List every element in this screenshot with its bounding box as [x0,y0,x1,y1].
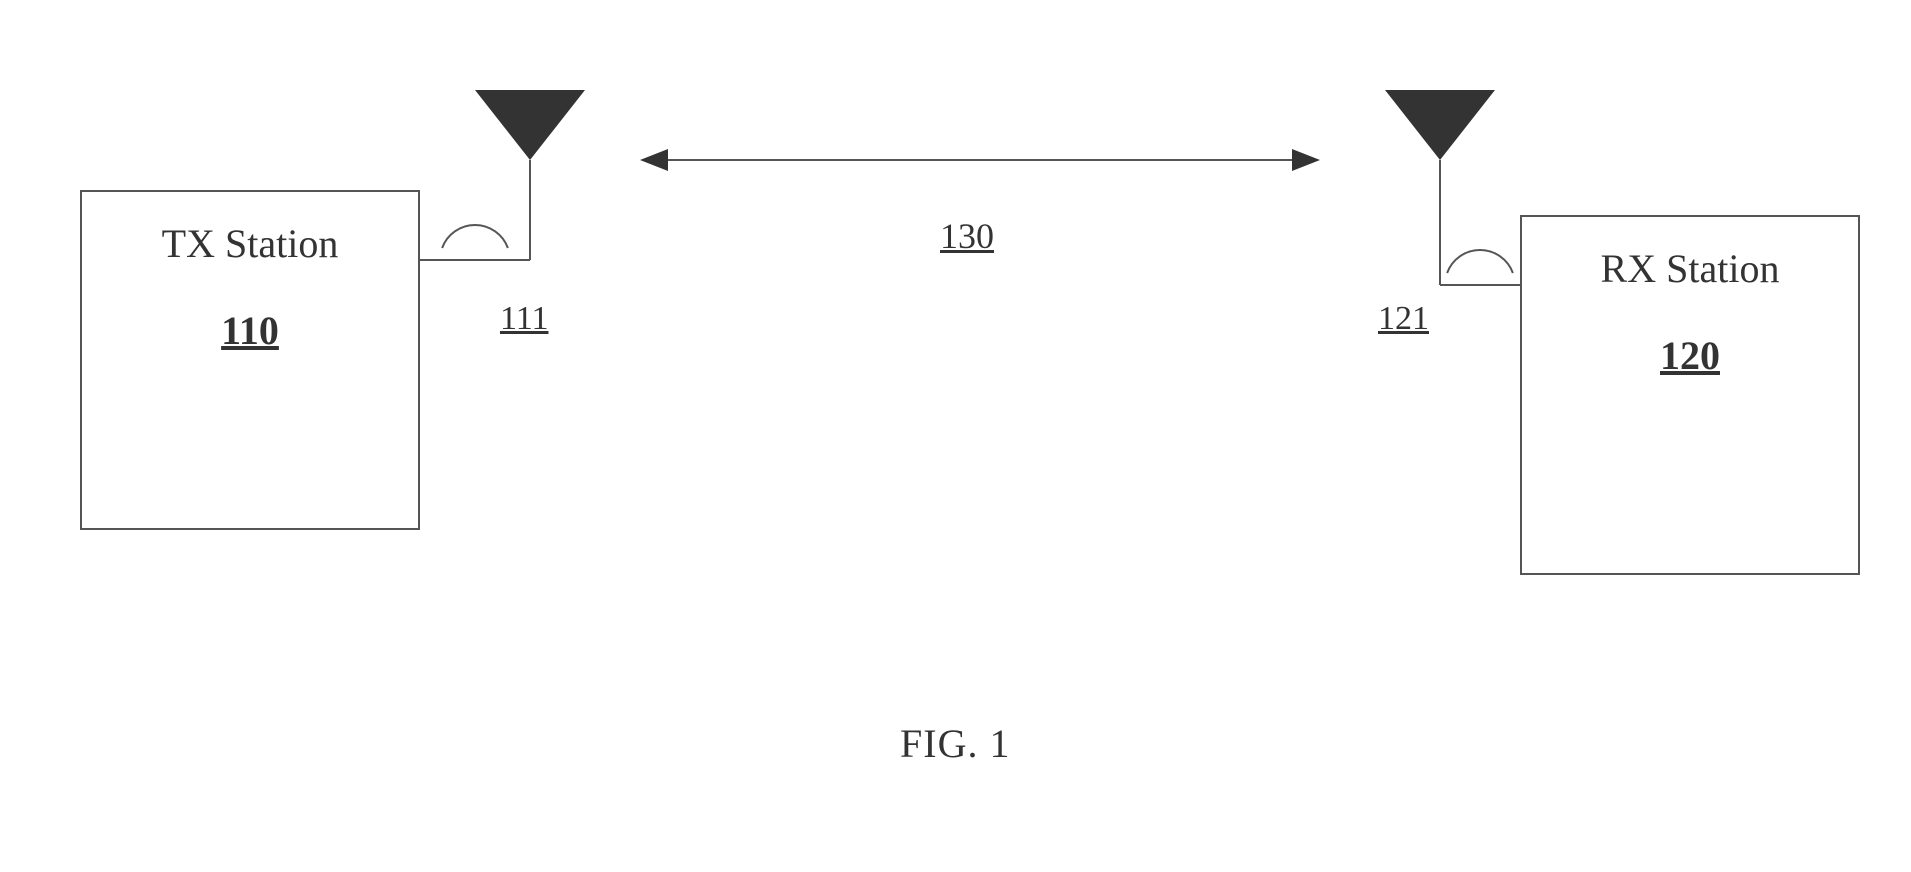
rx-station-ref: 120 [1522,332,1858,379]
tx-station-ref: 110 [82,307,418,354]
tx-station-label: TX Station [82,220,418,267]
figure-caption: FIG. 1 [900,720,1010,767]
link-arrow-right-icon [1292,149,1320,171]
rx-station-box: RX Station 120 [1520,215,1860,575]
rx-antenna-lead-ref: 121 [1378,300,1429,338]
tx-station-box: TX Station 110 [80,190,420,530]
rx-antenna-icon [1385,90,1495,160]
rx-station-label: RX Station [1522,245,1858,292]
tx-antenna-lead-ref: 111 [500,300,548,338]
tx-antenna-icon [475,90,585,160]
figure-canvas: TX Station 110 RX Station 120 111 121 13… [0,0,1911,872]
link-arrow-left-icon [640,149,668,171]
wireless-link-ref: 130 [940,215,994,257]
